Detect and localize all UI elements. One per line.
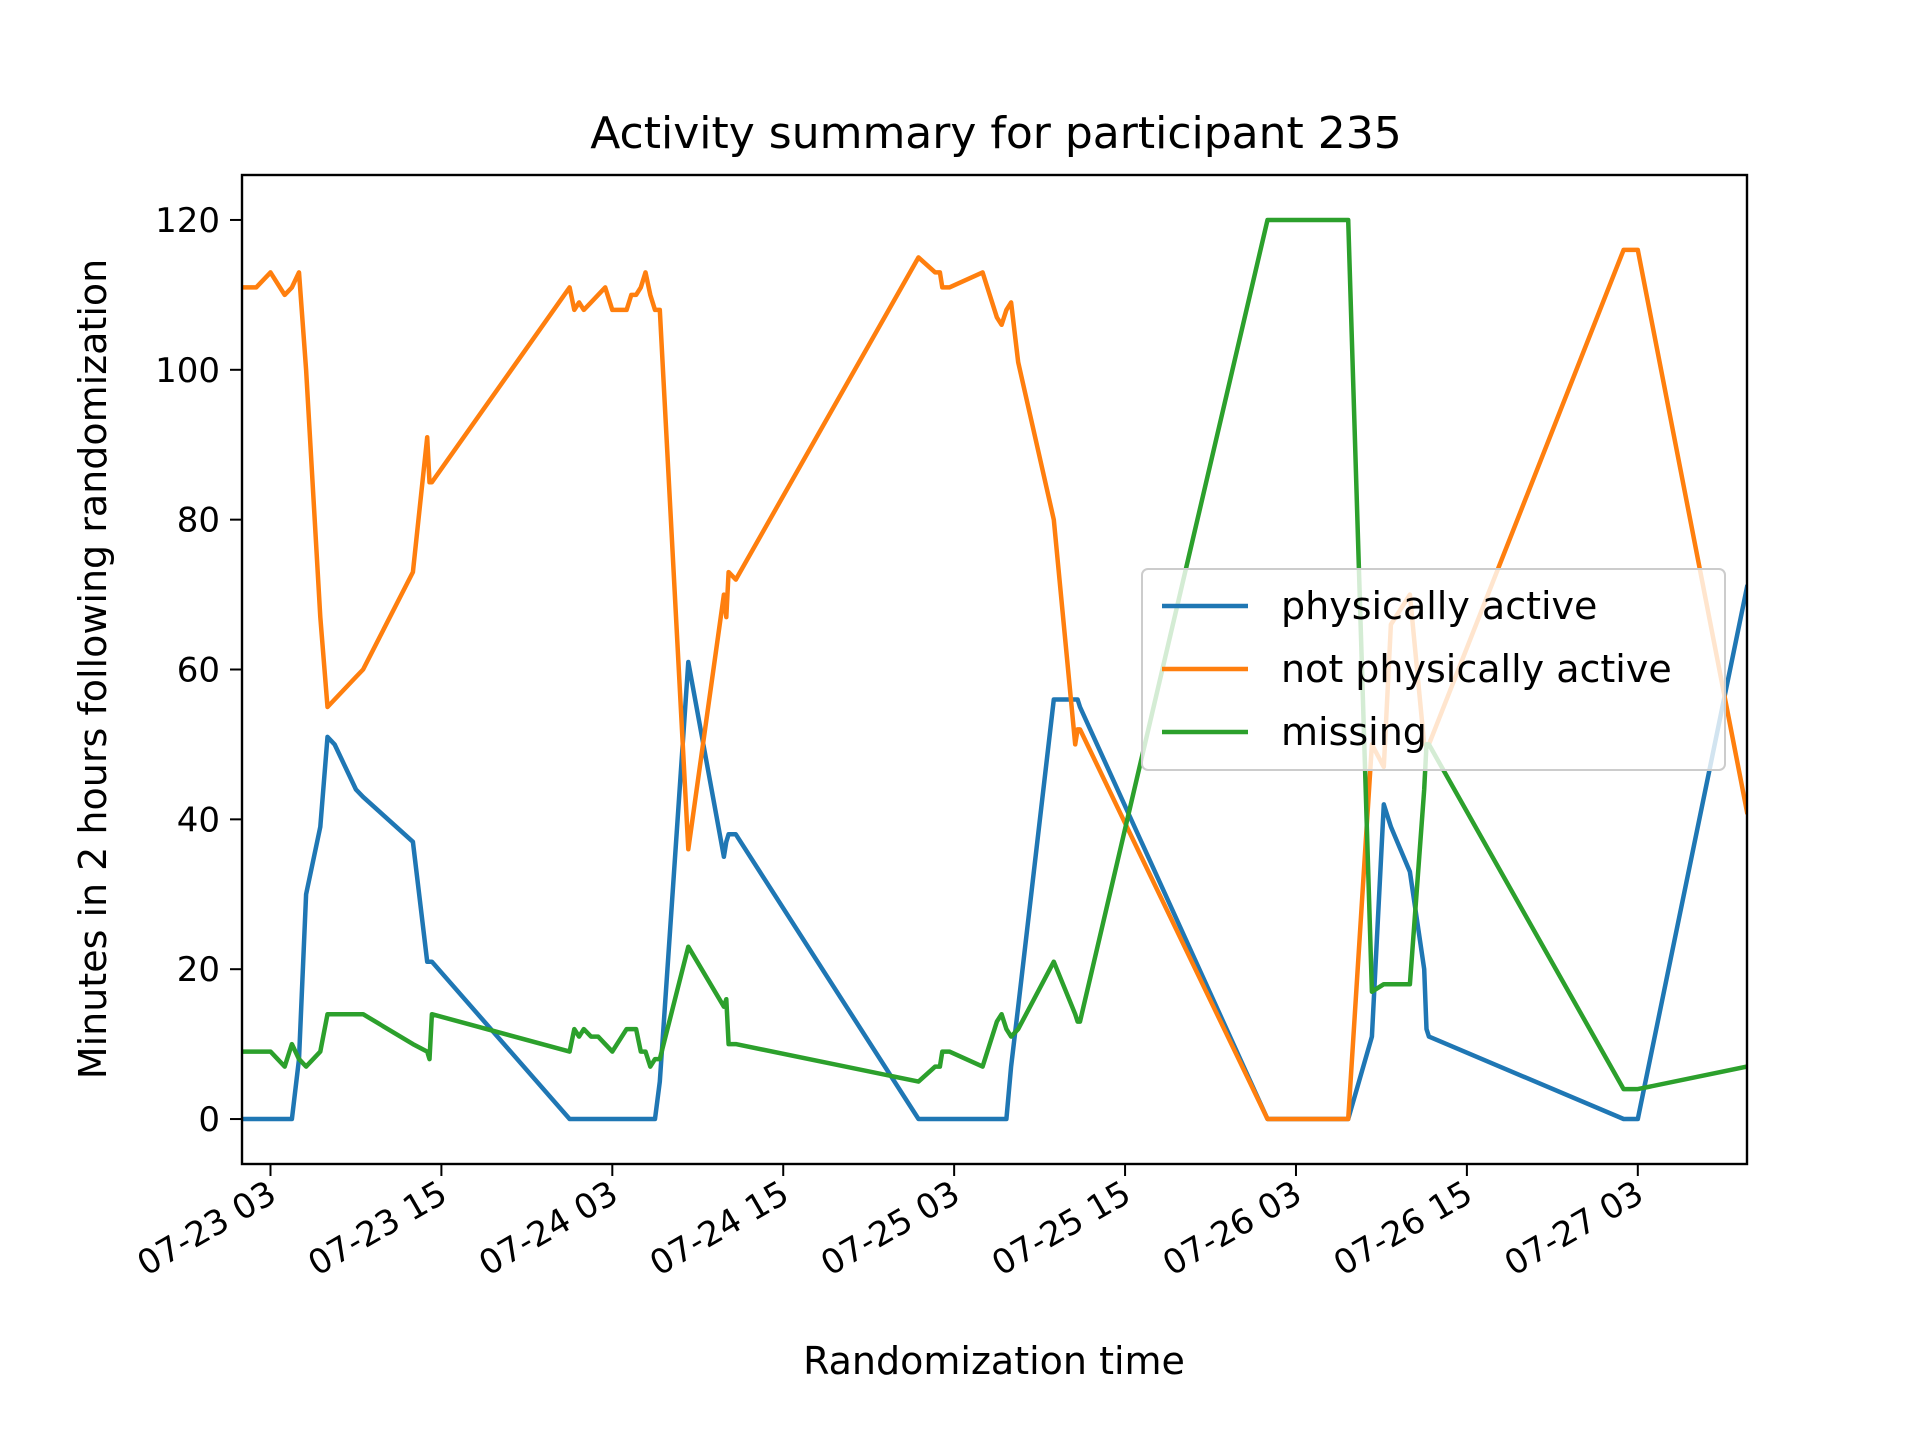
plot-lines <box>242 217 1747 1122</box>
y-tick-label: 80 <box>177 501 220 541</box>
y-tick-label: 40 <box>177 800 220 840</box>
y-tick-label: 120 <box>155 201 220 241</box>
series-line-not-physically-active <box>242 247 1747 1122</box>
chart-title: Activity summary for participant 235 <box>590 108 1402 159</box>
series-line-missing <box>242 217 1747 1092</box>
y-tick-label: 0 <box>198 1100 220 1140</box>
y-tick-label: 60 <box>177 651 220 691</box>
legend-label-missing: missing <box>1281 710 1427 754</box>
y-tick-label: 20 <box>177 950 220 990</box>
legend: physically active not physically active mi… <box>1141 568 1726 771</box>
y-axis-ticks: 0 20 40 60 80 100 120 <box>155 201 242 1140</box>
x-axis-label: Randomization time <box>803 1339 1185 1383</box>
y-axis-label: Minutes in 2 hours following randomizati… <box>71 259 115 1079</box>
legend-box <box>1141 568 1726 771</box>
y-tick-label: 100 <box>155 351 220 391</box>
legend-label-physically-active: physically active <box>1281 584 1597 628</box>
legend-label-not-physically-active: not physically active <box>1281 647 1672 691</box>
